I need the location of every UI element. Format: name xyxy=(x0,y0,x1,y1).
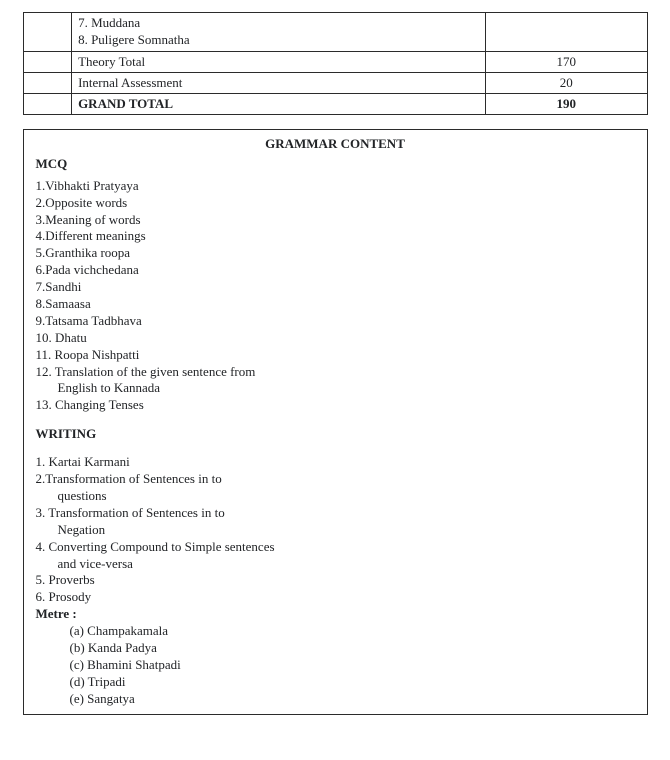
label-cell: Internal Assessment xyxy=(72,72,486,93)
empty-cell xyxy=(23,72,72,93)
grammar-title: GRAMMAR CONTENT xyxy=(36,136,635,152)
mcq-item: 7.Sandhi xyxy=(36,279,635,296)
mcq-heading: MCQ xyxy=(36,156,635,172)
mcq-item: 10. Dhatu xyxy=(36,330,635,347)
writing-item-cont: and vice-versa xyxy=(36,556,635,573)
top-summary-table: 7. Muddana 8. Puligere Somnatha Theory T… xyxy=(23,12,648,115)
content-item: 7. Muddana xyxy=(78,15,479,32)
empty-cell xyxy=(23,13,72,52)
content-cell: 7. Muddana 8. Puligere Somnatha xyxy=(72,13,486,52)
writing-item: 3. Transformation of Sentences in to xyxy=(36,505,635,522)
writing-item: 4. Converting Compound to Simple sentenc… xyxy=(36,539,635,556)
mcq-item: 9.Tatsama Tadbhava xyxy=(36,313,635,330)
writing-item-cont: questions xyxy=(36,488,635,505)
writing-item: 1. Kartai Karmani xyxy=(36,454,635,471)
value-cell: 20 xyxy=(486,72,647,93)
mcq-item: 2.Opposite words xyxy=(36,195,635,212)
table-row: GRAND TOTAL 190 xyxy=(23,93,647,114)
label-cell: GRAND TOTAL xyxy=(72,93,486,114)
mcq-item-cont: English to Kannada xyxy=(36,380,635,397)
table-row: Theory Total 170 xyxy=(23,51,647,72)
writing-item: 2.Transformation of Sentences in to xyxy=(36,471,635,488)
writing-item-cont: Negation xyxy=(36,522,635,539)
mcq-item: 3.Meaning of words xyxy=(36,212,635,229)
mcq-item: 5.Granthika roopa xyxy=(36,245,635,262)
table-row: 7. Muddana 8. Puligere Somnatha xyxy=(23,13,647,52)
table-row: Internal Assessment 20 xyxy=(23,72,647,93)
empty-cell xyxy=(23,93,72,114)
mcq-item: 11. Roopa Nishpatti xyxy=(36,347,635,364)
metre-item: (a) Champakamala xyxy=(36,623,635,640)
empty-cell xyxy=(23,51,72,72)
mcq-item: 13. Changing Tenses xyxy=(36,397,635,414)
metre-item: (e) Sangatya xyxy=(36,691,635,708)
mcq-item: 12. Translation of the given sentence fr… xyxy=(36,364,635,381)
metre-item: (c) Bhamini Shatpadi xyxy=(36,657,635,674)
metre-item: (d) Tripadi xyxy=(36,674,635,691)
grammar-content-box: GRAMMAR CONTENT MCQ 1.Vibhakti Pratyaya … xyxy=(23,129,648,715)
content-item: 8. Puligere Somnatha xyxy=(78,32,479,49)
writing-item: 5. Proverbs xyxy=(36,572,635,589)
label-cell: Theory Total xyxy=(72,51,486,72)
mcq-item: 1.Vibhakti Pratyaya xyxy=(36,178,635,195)
mcq-item: 8.Samaasa xyxy=(36,296,635,313)
mcq-item: 6.Pada vichchedana xyxy=(36,262,635,279)
empty-cell xyxy=(486,13,647,52)
writing-item: 6. Prosody xyxy=(36,589,635,606)
value-cell: 170 xyxy=(486,51,647,72)
value-cell: 190 xyxy=(486,93,647,114)
writing-heading: WRITING xyxy=(36,426,635,442)
mcq-item: 4.Different meanings xyxy=(36,228,635,245)
metre-label: Metre : xyxy=(36,606,635,623)
metre-item: (b) Kanda Padya xyxy=(36,640,635,657)
